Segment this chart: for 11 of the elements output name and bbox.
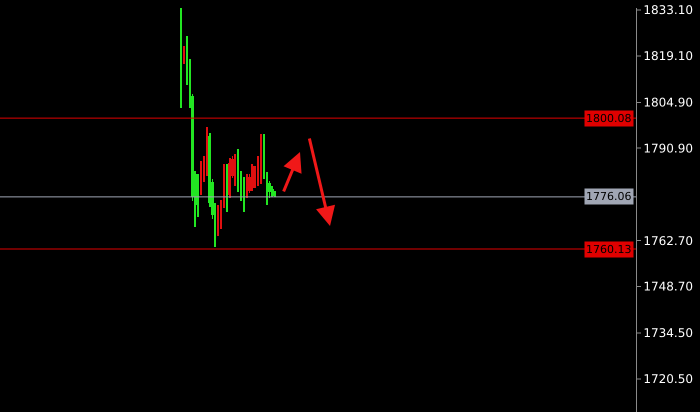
y-tick-label: 1748.70 [643, 280, 694, 294]
ref-line-label: 1760.13 [586, 243, 632, 256]
y-tick-label: 1790.90 [643, 141, 694, 156]
y-tick-label: 1734.50 [643, 326, 694, 340]
y-tick-label: 1819.10 [643, 49, 694, 64]
ref-line-label: 1776.06 [586, 190, 632, 203]
y-tick-label: 1762.70 [643, 234, 694, 248]
ref-line-label: 1800.08 [586, 112, 632, 125]
y-tick-label: 1720.50 [643, 372, 694, 386]
y-tick-label: 1804.90 [643, 96, 694, 110]
y-tick-label: 1833.10 [643, 3, 694, 18]
